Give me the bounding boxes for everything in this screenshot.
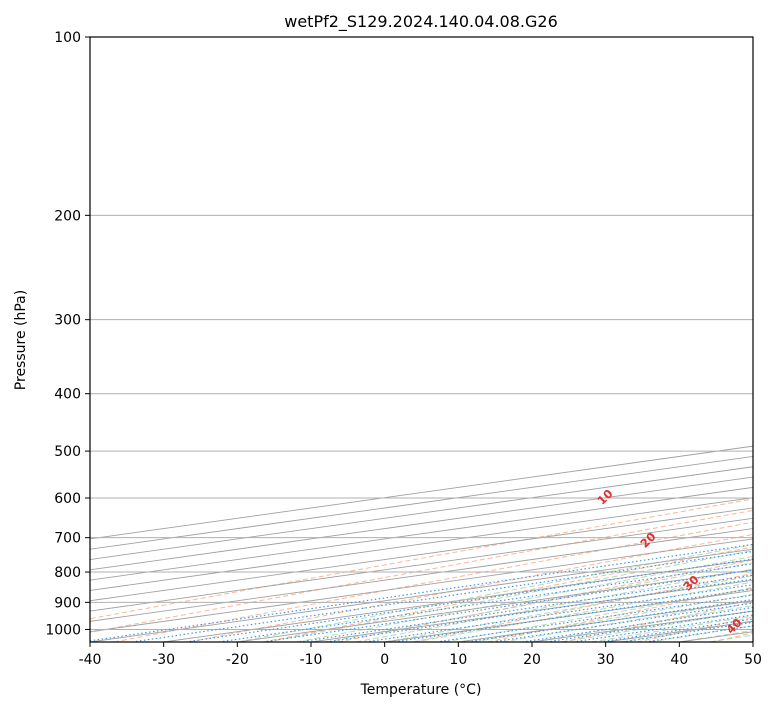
isotherm-line <box>90 517 753 612</box>
dry-adiabat <box>263 546 753 642</box>
isotherm-line <box>90 538 753 633</box>
x-tick-label: -10 <box>300 652 323 668</box>
isotherm-line <box>90 528 753 622</box>
x-tick-label: 20 <box>523 652 541 668</box>
y-tick-label: 800 <box>54 565 81 581</box>
y-axis-label: Pressure (hPa) <box>13 290 29 390</box>
background-lines <box>90 37 753 642</box>
isotherm-line <box>90 455 753 550</box>
isotherm-line <box>90 486 753 581</box>
y-tick-label: 500 <box>54 444 81 460</box>
y-tick-label: 600 <box>54 491 81 507</box>
isotherm-line <box>90 476 753 571</box>
isotherm-line <box>90 507 753 602</box>
x-tick-label: 0 <box>380 652 389 668</box>
isotherm-line <box>90 497 753 591</box>
mixing-ratio-line <box>326 578 753 642</box>
y-tick-label: 300 <box>54 313 81 329</box>
x-tick-label: 40 <box>670 652 688 668</box>
y-tick-label: 900 <box>54 595 81 611</box>
y-tick-label: 400 <box>54 387 81 403</box>
axes: -40 -30 -20 -10 0 10 20 30 40 50 100 200 300 400 500 60… <box>45 30 762 668</box>
x-tick-label: -40 <box>79 652 102 668</box>
dry-adiabat <box>90 509 753 633</box>
x-tick-label: -20 <box>226 652 249 668</box>
x-tick-label: 10 <box>449 652 467 668</box>
dry-adiabat <box>487 586 753 642</box>
x-axis-label: Temperature (°C) <box>360 682 482 698</box>
plot-area <box>90 37 753 642</box>
x-tick-label: 30 <box>597 652 615 668</box>
mixing-ratio-line <box>185 558 753 642</box>
x-tick-label: 50 <box>744 652 762 668</box>
mixing-ratio-line <box>299 574 753 642</box>
moist-adiabat <box>414 581 753 642</box>
moist-adiabat <box>266 549 753 642</box>
y-tick-label: 1000 <box>45 622 81 638</box>
y-tick-label: 100 <box>54 30 81 46</box>
x-tick-label: -30 <box>152 652 175 668</box>
dry-adiabat <box>114 521 753 642</box>
mixing-ratio-line <box>131 550 753 642</box>
mixing-ratio-line <box>218 563 753 642</box>
isotherm-line <box>90 466 753 560</box>
mixing-ratio-line <box>572 614 753 642</box>
y-tick-label: 700 <box>54 531 81 547</box>
chart-title: wetPf2_S129.2024.140.04.08.G26 <box>284 12 558 32</box>
y-tick-label: 200 <box>54 208 81 224</box>
mixing-ratio-line <box>262 569 753 642</box>
plot-frame <box>89 36 754 643</box>
